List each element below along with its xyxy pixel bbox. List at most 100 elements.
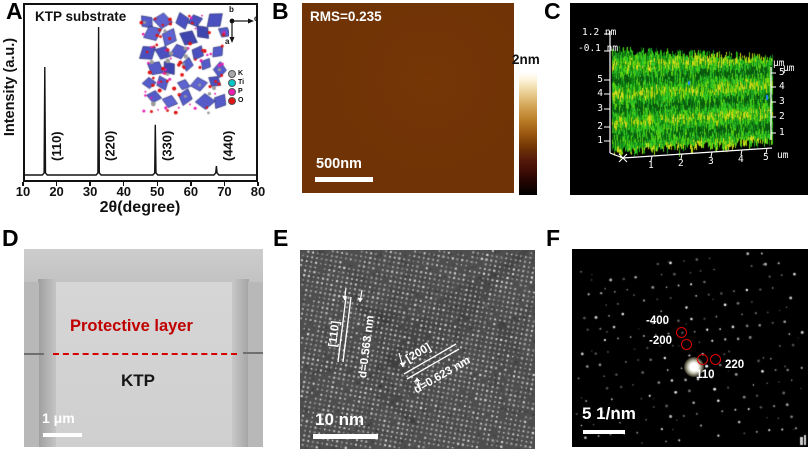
afm-3d-tick: 5 xyxy=(763,152,769,164)
right-wall xyxy=(232,279,249,447)
xrd-y-axis-label: Intensity (a.u.) xyxy=(2,37,18,137)
xrd-title: KTP substrate xyxy=(35,9,127,24)
afm-2d-image: RMS=0.235 500nm xyxy=(302,3,514,193)
crystal-legend: K Ti P O xyxy=(228,69,244,105)
afm-3d-tick: 3 xyxy=(597,103,603,114)
afm-3d-tick: 2 xyxy=(779,111,785,122)
xrd-plot-area: KTP substrate (110) (220) (330) (440) K Ti P O… xyxy=(23,3,258,182)
afm-3d-tick: 5 xyxy=(779,67,785,78)
legend-item: O xyxy=(228,96,244,105)
afm-3d-tick: 5 xyxy=(597,74,603,85)
panel-a-label: A xyxy=(6,0,23,24)
crystal-axes-marker xyxy=(229,18,254,43)
scalebar-label-b: 500nm xyxy=(316,156,362,172)
interface-dashed-line xyxy=(53,353,237,355)
legend-label: O xyxy=(238,97,244,104)
x-tick-label: 80 xyxy=(250,184,266,199)
tem-cross-section-image: Protective layer KTP 1 μm xyxy=(24,249,263,447)
afm-3d-tick: 4 xyxy=(597,88,603,99)
ring-minus200 xyxy=(681,339,692,350)
x-tick-mark xyxy=(156,182,159,186)
interface-line-right xyxy=(243,352,263,354)
xrd-curve: (110) (220) (330) (440) xyxy=(25,26,256,176)
x-tick-label: 70 xyxy=(217,184,232,199)
z-max-label: 1.2 nm xyxy=(582,27,617,38)
colorbar-label: 2nm xyxy=(512,52,540,67)
afm-3d-tick: 1 xyxy=(779,127,785,138)
legend-swatch xyxy=(228,96,236,105)
x-tick-mark xyxy=(122,182,125,186)
legend-swatch xyxy=(228,69,236,78)
x-tick-label: 10 xyxy=(15,184,31,199)
legend-label: K xyxy=(238,70,244,77)
afm-3d-tick: 1 xyxy=(648,160,654,172)
spot-label-minus200: -200 xyxy=(649,335,673,347)
top-surface-region xyxy=(24,249,263,283)
svg-text:(220): (220) xyxy=(103,131,118,161)
x-tick-label: 50 xyxy=(150,184,165,199)
interface-line-left xyxy=(24,353,44,355)
legend-swatch xyxy=(228,87,236,96)
ring-110 xyxy=(697,354,708,365)
x-tick-label: 30 xyxy=(82,184,98,199)
panel-f-label: F xyxy=(546,225,561,251)
legend-item: K xyxy=(228,69,244,78)
ktp-label: KTP xyxy=(121,371,155,390)
svg-text:(330): (330) xyxy=(159,131,174,161)
x-tick-label: 60 xyxy=(183,184,199,199)
x-tick-mark xyxy=(22,182,24,186)
scalebar-b xyxy=(315,177,373,182)
afm-3d-tick: 3 xyxy=(779,96,785,107)
ring-minus400 xyxy=(676,327,687,338)
scalebar-e xyxy=(313,434,378,439)
hrtem-image: [110] d=0.563 nm [200] d=0.623 nm 10 nm xyxy=(300,250,535,449)
axis-b-label: b xyxy=(229,5,234,14)
left-margin xyxy=(24,282,39,447)
xrd-x-axis-label: 2θ(degree) xyxy=(99,199,181,216)
afm-3d-tick: 3 xyxy=(708,156,714,168)
hrtem-annotations xyxy=(337,287,460,392)
x-tick-label: 20 xyxy=(49,184,64,199)
scalebar-f xyxy=(583,430,625,434)
z-min-label: -0.1 nm xyxy=(578,43,619,54)
afm-3d-image: 1.2 nm -0.1 nm µm µm um 5 4 3 2 1 5 4 3 2 1 1 2 3 4 5 xyxy=(570,3,808,195)
afm-3d-tick: 2 xyxy=(678,158,684,170)
legend-label: P xyxy=(238,88,243,95)
panel-b-label: B xyxy=(272,0,289,24)
legend-item: P xyxy=(228,87,244,96)
right-margin xyxy=(248,282,263,447)
spot-label-minus400: -400 xyxy=(646,315,670,327)
svg-text:(110): (110) xyxy=(49,131,64,161)
legend-label: Ti xyxy=(238,79,245,86)
axis-c-label: c xyxy=(254,14,259,23)
scalebar-label-d: 1 μm xyxy=(42,410,75,426)
legend-swatch xyxy=(228,78,236,87)
spot-label-110: 110 xyxy=(696,369,715,381)
right-unit-label: µm xyxy=(773,58,785,69)
spot-label-220: 220 xyxy=(725,359,745,371)
x-tick-mark xyxy=(89,182,91,186)
scalebar-d xyxy=(43,433,82,437)
crystal-structure-inset xyxy=(137,11,229,117)
x-tick-mark xyxy=(190,182,192,186)
left-wall xyxy=(38,279,56,447)
bottom-unit-label: um xyxy=(777,150,789,161)
height-colorbar xyxy=(519,72,537,195)
svg-text:(440): (440) xyxy=(220,131,235,161)
x-tick-mark xyxy=(257,182,259,186)
x-tick-mark xyxy=(55,182,58,186)
protective-layer-label: Protective layer xyxy=(70,317,193,335)
afm-3d-tick: 1 xyxy=(597,135,603,146)
scalebar-label-e: 10 nm xyxy=(315,410,365,429)
right-unit-label-2: µm xyxy=(783,63,795,74)
afm-3d-tick: 4 xyxy=(779,81,785,92)
panel-d-label: D xyxy=(2,225,19,251)
afm-3d-axes xyxy=(604,31,776,163)
panel-c-label: C xyxy=(544,0,561,24)
x-tick-mark xyxy=(223,182,226,186)
legend-item: Ti xyxy=(228,78,244,87)
afm-3d-tick: 4 xyxy=(738,154,744,165)
saed-pattern-image: -400 -200 110 220 5 1/nm xyxy=(572,249,808,447)
axis-a-label: a xyxy=(225,37,230,46)
